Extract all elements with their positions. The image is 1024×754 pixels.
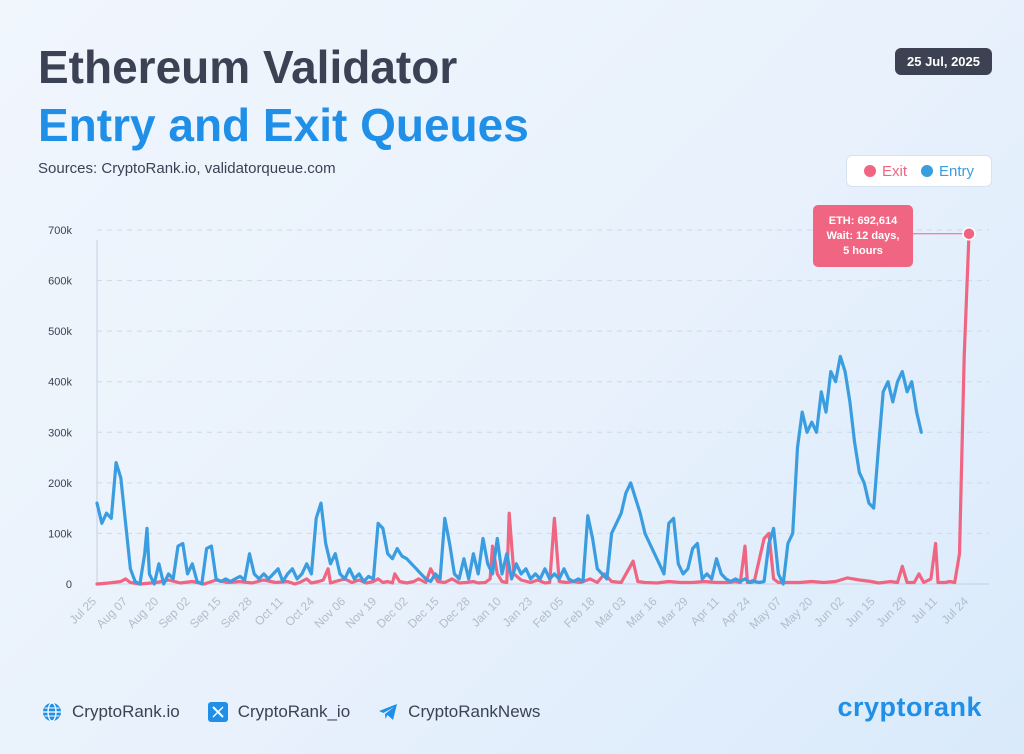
y-tick-label: 200k (48, 478, 72, 490)
annotation-box (813, 205, 913, 267)
x-tick-label: Sep 15 (187, 594, 224, 631)
footer-social-links: CryptoRank.io CryptoRank_io CryptoRankNe… (42, 700, 540, 724)
x-tick-label: Aug 20 (125, 594, 162, 631)
y-tick-label: 100k (48, 528, 72, 540)
x-tick-label: Mar 03 (592, 594, 629, 631)
annotation-text: ETH: 692,614 (829, 215, 898, 227)
x-tick-label: Dec 28 (436, 594, 473, 631)
x-tick-label: Apr 11 (688, 594, 723, 629)
legend-dot-exit (863, 165, 876, 177)
footer-twitter-label: CryptoRank_io (237, 702, 351, 721)
legend-label-exit: Exit (881, 162, 907, 180)
x-tick-label: Jun 28 (873, 594, 909, 630)
x-tick-label: Nov 06 (311, 594, 348, 631)
x-tick-label: Aug 07 (93, 594, 130, 631)
x-tick-label: Feb 18 (561, 594, 598, 631)
y-tick-label: 300k (48, 427, 72, 439)
x-logo-icon (207, 702, 228, 722)
legend-dot-entry (921, 165, 933, 177)
series-line-exit (95, 232, 971, 586)
x-tick-label: Jan 23 (500, 594, 536, 630)
y-tick-label: 600k (48, 276, 72, 288)
x-tick-label: Sep 02 (156, 594, 193, 631)
sources-text: Sources: CryptoRank.io, validatorqueue.c… (38, 160, 336, 177)
x-tick-label: Dec 02 (374, 594, 411, 631)
footer-website-label: CryptoRank.io (72, 702, 180, 721)
x-tick-label: Oct 11 (252, 594, 286, 628)
x-tick-label: Jun 02 (811, 594, 847, 630)
annotation-text: Wait: 12 days, (827, 230, 900, 242)
x-tick-label: Jul 24 (939, 594, 972, 627)
x-tick-label: May 20 (778, 594, 816, 632)
x-tick-label: Oct 24 (282, 594, 317, 629)
x-tick-label: Jun 15 (842, 594, 878, 630)
footer-twitter-link[interactable]: CryptoRank_io (207, 702, 351, 722)
series-line-entry (95, 354, 923, 586)
footer-telegram-link[interactable]: CryptoRankNews (378, 702, 540, 722)
x-tick-label: Mar 16 (623, 594, 660, 631)
date-badge: 25 Jul, 2025 (895, 48, 992, 75)
y-tick-label: 500k (48, 326, 72, 338)
telegram-icon (379, 704, 398, 720)
footer-telegram-label: CryptoRankNews (408, 702, 541, 721)
x-tick-label: Sep 28 (218, 594, 255, 631)
y-tick-label: 0 (66, 579, 72, 591)
x-tick-label: Jan 10 (469, 594, 505, 630)
footer-website-link[interactable]: CryptoRank.io (42, 702, 180, 722)
x-tick-label: Dec 15 (405, 594, 442, 631)
x-tick-label: Jul 11 (908, 594, 940, 626)
x-tick-label: May 07 (747, 594, 785, 632)
title-line-1: Ethereum Validator (38, 41, 458, 93)
globe-icon (43, 702, 61, 722)
y-tick-label: 400k (48, 377, 72, 389)
chart-legend: Exit Entry (846, 155, 992, 187)
legend-item-exit[interactable]: Exit (863, 162, 907, 180)
x-tick-label: Feb 05 (530, 594, 567, 631)
x-tick-label: Nov 19 (343, 594, 380, 631)
legend-item-entry[interactable]: Entry (921, 163, 974, 180)
legend-label-entry: Entry (939, 162, 975, 180)
annotation-point (962, 226, 976, 241)
annotation-text: 5 hours (843, 245, 883, 257)
cryptorank-logo: cryptorank (837, 692, 982, 722)
x-tick-label: Mar 29 (655, 594, 692, 631)
y-tick-label: 700k (48, 225, 72, 237)
title-line-2: Entry and Exit Queues (38, 99, 529, 151)
